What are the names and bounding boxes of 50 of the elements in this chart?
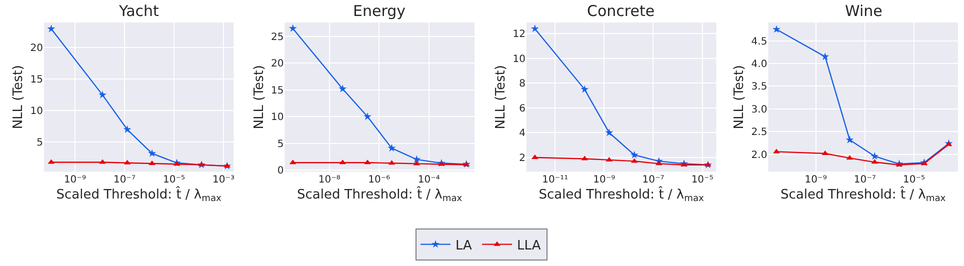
- y-tick-label: 8: [519, 78, 526, 90]
- x-axis-title: Scaled Threshold: t̂ / λ$_{max}$: [56, 186, 222, 204]
- y-tick-label: 5: [277, 138, 284, 150]
- y-tick-label: 2: [519, 152, 526, 164]
- x-tick-label: 10⁻⁹: [593, 174, 616, 186]
- x-tick-label: 10⁻⁷: [642, 174, 664, 186]
- y-tick-label: 10: [270, 112, 284, 124]
- y-tick-label: 15: [270, 85, 284, 96]
- y-axis-title: NLL (Test): [11, 65, 26, 130]
- y-axis-title: NLL (Test): [494, 65, 509, 130]
- y-tick-label: 5: [36, 138, 43, 149]
- x-tick-label: 10⁻⁷: [854, 174, 876, 186]
- y-axis-title: NLL (Test): [252, 65, 267, 130]
- y-tick-label: 2.5: [751, 127, 768, 138]
- x-axis-title: Scaled Threshold: t̂ / λ$_{max}$: [538, 186, 705, 204]
- legend-label: LLA: [517, 238, 541, 254]
- x-tick-label: 10⁻⁹: [64, 174, 86, 186]
- x-tick-label: 10⁻⁹: [804, 174, 827, 186]
- y-tick-label: 3.0: [751, 104, 768, 116]
- y-axis-title: NLL (Test): [732, 65, 748, 130]
- y-tick-label: 0: [277, 166, 284, 177]
- x-tick-label: 10⁻⁷: [113, 174, 136, 186]
- chart-title: Wine: [845, 2, 882, 20]
- y-tick-label: 2.0: [751, 150, 768, 161]
- x-tick-label: 10⁻⁵: [902, 174, 926, 186]
- x-tick-label: 10⁻¹¹: [542, 174, 568, 186]
- chart-title: Energy: [353, 2, 406, 20]
- legend-label: LA: [456, 238, 472, 254]
- y-tick-label: 4.0: [751, 58, 768, 70]
- x-tick-label: 10⁻⁴: [418, 174, 440, 186]
- y-tick-label: 4.5: [751, 36, 768, 48]
- x-tick-label: 10⁻³: [212, 174, 234, 186]
- y-tick-label: 3.5: [751, 82, 768, 93]
- y-tick-label: 25: [270, 32, 284, 43]
- x-tick-label: 10⁻⁵: [162, 174, 185, 186]
- y-tick-label: 15: [30, 74, 43, 86]
- y-tick-label: 20: [270, 58, 284, 70]
- y-tick-label: 4: [519, 128, 526, 140]
- x-tick-label: 10⁻⁸: [318, 174, 340, 186]
- chart-title: Yacht: [118, 2, 160, 20]
- chart-title: Concrete: [587, 2, 655, 20]
- x-tick-label: 10⁻⁶: [368, 174, 390, 186]
- y-tick-label: 12: [512, 29, 526, 40]
- y-tick-label: 10: [30, 106, 43, 118]
- x-axis-title: Scaled Threshold: t̂ / λ$_{max}$: [297, 186, 463, 204]
- y-tick-label: 20: [30, 43, 43, 54]
- y-tick-label: 6: [519, 103, 526, 114]
- x-axis-title: Scaled Threshold: t̂ / λ$_{max}$: [780, 186, 946, 204]
- x-tick-label: 10⁻⁵: [691, 174, 714, 186]
- y-tick-label: 10: [512, 54, 526, 65]
